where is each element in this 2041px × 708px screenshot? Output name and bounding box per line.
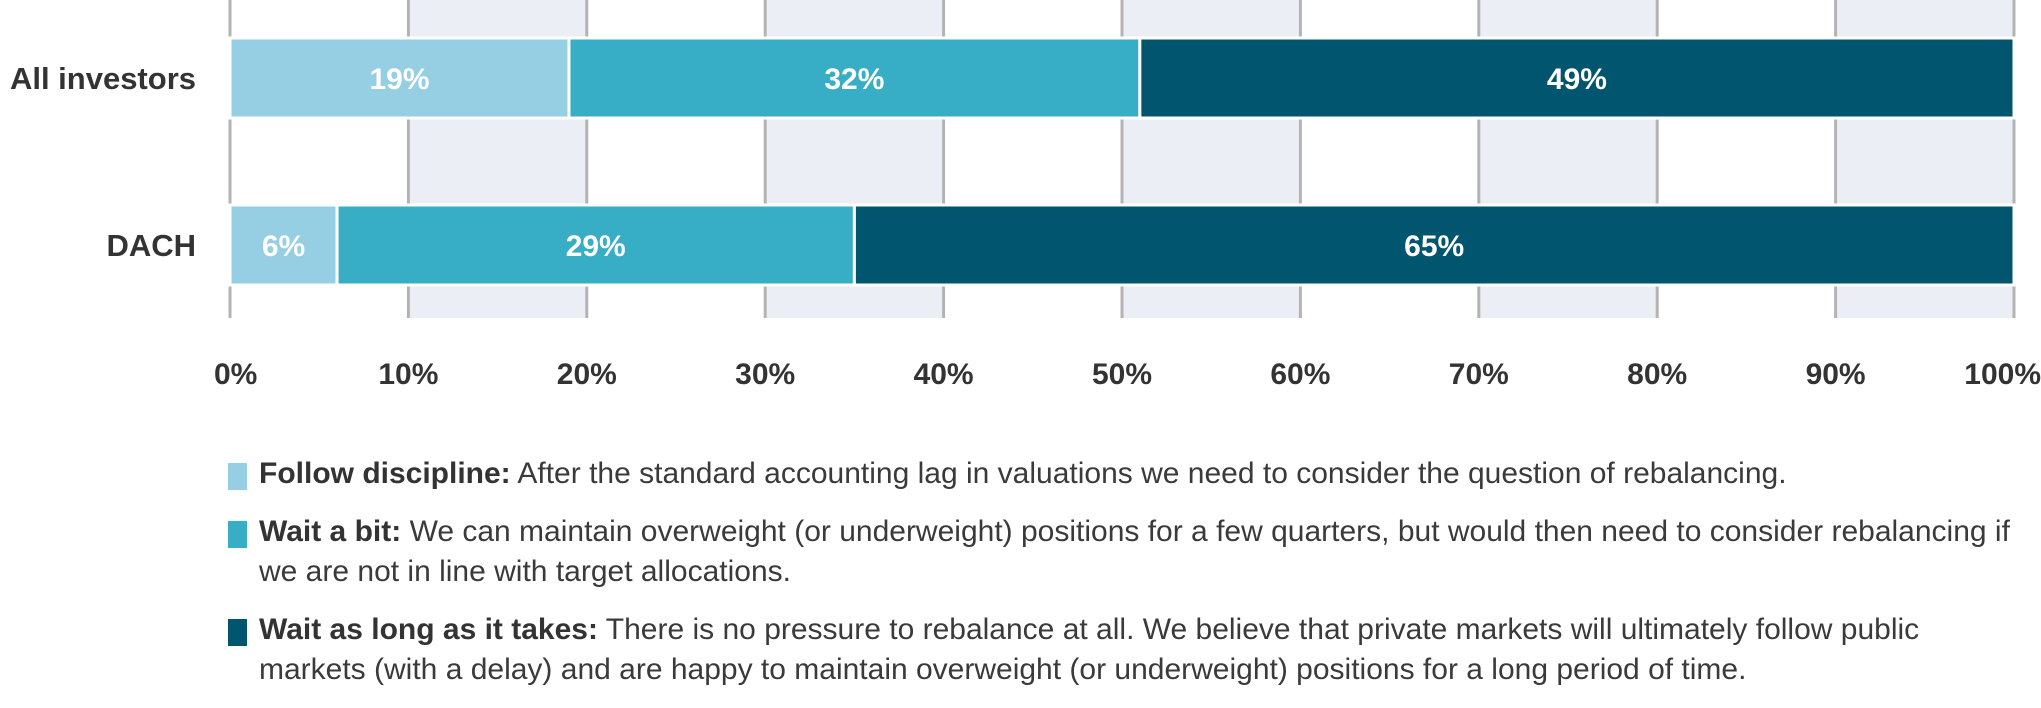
x-tick-label-90: 90% [1806, 358, 1866, 391]
category-label-all-investors: All investors [10, 61, 196, 96]
bar-all-investors-follow-discipline [228, 36, 571, 120]
x-tick-label-70: 70% [1449, 358, 1509, 391]
x-tick-label-50: 50% [1092, 358, 1152, 391]
category-label-dach: DACH [106, 228, 196, 263]
stacked-bar-chart: 19% 32% 49% All investors 6% 29% 65% DACH 0% 10% 2… [10, 0, 2041, 391]
data-label-all-investors-wait-a-bit: 32% [824, 63, 884, 96]
bar-all-investors-wait-as-long-as-it-takes [1138, 36, 2016, 120]
legend-label-wait-as-long-as-it-takes: Wait as long as it takes: [259, 613, 598, 646]
data-label-dach-follow-discipline: 6% [262, 230, 305, 263]
x-tick-label-80: 80% [1627, 358, 1687, 391]
legend-item-follow-discipline: Follow discipline: After the standard ac… [228, 454, 2028, 494]
x-tick-label-20: 20% [557, 358, 617, 391]
data-label-all-investors-follow-discipline: 19% [369, 63, 429, 96]
legend-text-wait-as-long-as-it-takes: There is no pressure to rebalance at all… [259, 613, 1920, 686]
bar-dach-follow-discipline [228, 203, 339, 287]
legend-text-follow-discipline: After the standard accounting lag in val… [517, 457, 1787, 490]
legend-swatch-wait-as-long-as-it-takes [228, 619, 247, 646]
legend-swatch-wait-a-bit [228, 521, 247, 548]
legend-item-wait-as-long-as-it-takes: Wait as long as it takes: There is no pr… [228, 610, 2028, 690]
data-label-all-investors-wait-as-long-as-it-takes: 49% [1547, 63, 1607, 96]
data-label-dach-wait-as-long-as-it-takes: 65% [1404, 230, 1464, 263]
x-tick-label-10: 10% [378, 358, 438, 391]
legend-swatch-follow-discipline [228, 463, 247, 490]
bar-dach-wait-as-long-as-it-takes [852, 203, 2016, 287]
x-tick-label-100: 100% [1964, 358, 2041, 391]
legend-label-follow-discipline: Follow discipline: [259, 457, 511, 490]
legend-item-wait-a-bit: Wait a bit: We can maintain overweight (… [228, 512, 2028, 592]
data-label-dach-wait-a-bit: 29% [566, 230, 626, 263]
x-tick-label-60: 60% [1270, 358, 1330, 391]
legend-text-wait-a-bit: We can maintain overweight (or underweig… [259, 515, 2010, 588]
x-tick-label-0: 0% [214, 358, 257, 391]
bar-all-investors-wait-a-bit [567, 36, 1142, 120]
x-tick-label-30: 30% [735, 358, 795, 391]
legend-label-wait-a-bit: Wait a bit: [259, 515, 402, 548]
x-tick-label-40: 40% [914, 358, 974, 391]
chart-legend: Follow discipline: After the standard ac… [228, 454, 2028, 708]
